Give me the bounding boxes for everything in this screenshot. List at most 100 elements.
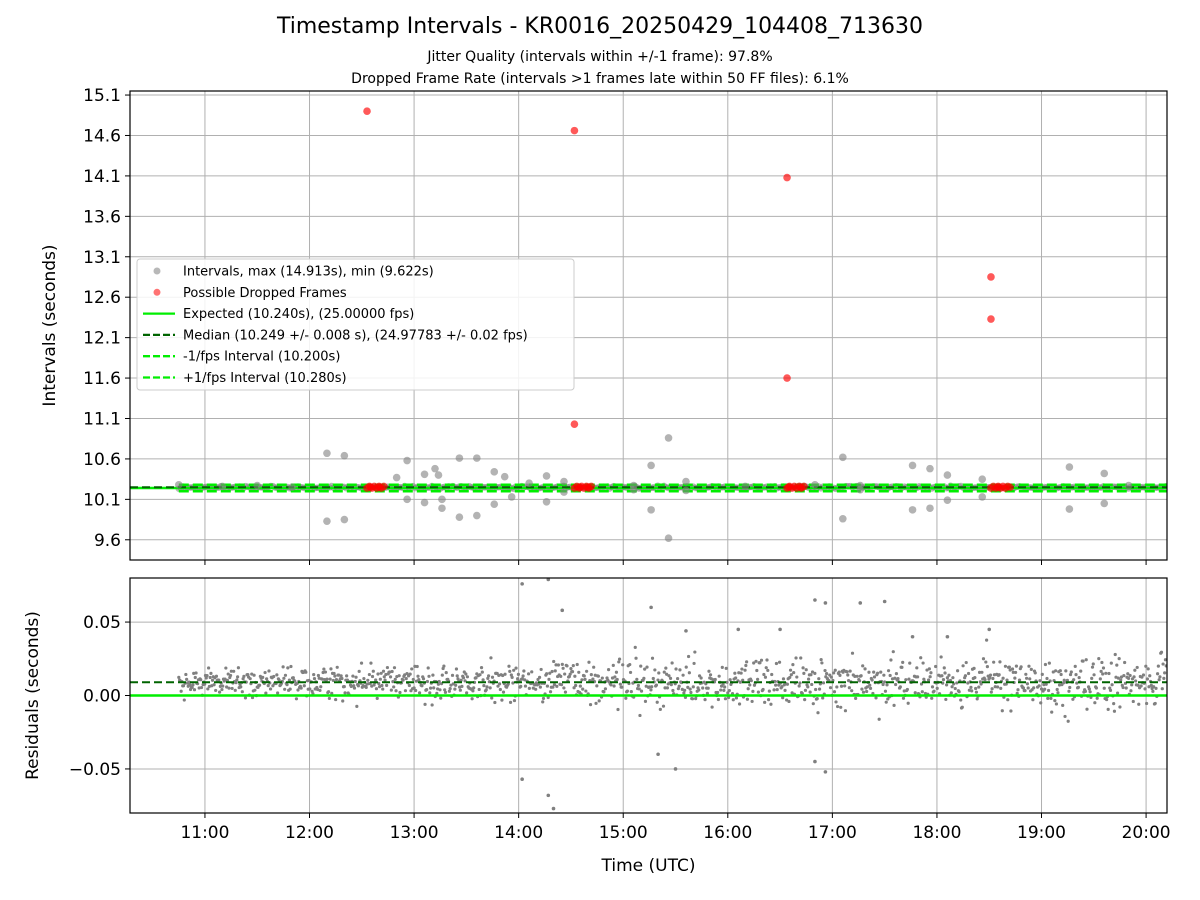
residual-point [587, 660, 591, 664]
residual-point [761, 687, 765, 692]
residual-point [1099, 669, 1103, 673]
residual-point [1055, 687, 1059, 692]
residual-point [359, 661, 364, 665]
residual-point [209, 671, 213, 675]
residual-point [780, 685, 784, 689]
y-tick-label: 11.6 [83, 369, 121, 389]
residual-point [1063, 714, 1067, 719]
x-axis-label: Time (UTC) [601, 856, 696, 876]
residual-point [234, 681, 238, 685]
residual-point [1064, 669, 1068, 673]
residual-point [706, 686, 710, 690]
residual-point [617, 660, 621, 664]
residual-point [1112, 702, 1116, 706]
residual-point [644, 684, 648, 688]
residual-point [1031, 698, 1035, 702]
residual-point [420, 684, 424, 688]
residual-point [966, 671, 971, 676]
residual-point [939, 655, 943, 659]
legend-label: +1/fps Interval (10.280s) [183, 371, 347, 386]
residual-point [941, 678, 946, 682]
residual-point [1144, 664, 1148, 668]
residual-point [464, 672, 468, 676]
residual-point [1017, 678, 1022, 682]
residual-point [286, 666, 290, 670]
interval-point [438, 504, 446, 513]
residual-point [867, 670, 871, 674]
residual-point [795, 675, 799, 679]
residual-point [872, 670, 876, 674]
residual-point [560, 608, 565, 613]
residual-point [1122, 674, 1126, 678]
residual-point [212, 683, 216, 687]
residual-point [915, 675, 920, 679]
residual-point [560, 662, 564, 666]
residual-point [955, 669, 960, 673]
residual-point [705, 691, 710, 695]
dropped-frame-point [987, 273, 995, 281]
residual-point [811, 702, 815, 706]
residual-point [508, 700, 513, 704]
residual-point [643, 667, 647, 671]
residual-point [1079, 669, 1083, 673]
interval-point [1100, 499, 1109, 508]
y-tick-label: 15.1 [83, 86, 121, 106]
dropped-frame-point [380, 482, 388, 491]
residual-point [378, 677, 382, 681]
residual-point [678, 668, 682, 672]
residual-point [261, 675, 265, 679]
dropped-frame-point [783, 173, 791, 182]
residual-point [882, 673, 886, 677]
residual-point [1016, 688, 1020, 692]
residual-point [985, 638, 989, 642]
residual-point [1121, 685, 1125, 690]
residual-point [1056, 691, 1060, 695]
residual-point [334, 677, 339, 682]
residual-point [649, 605, 653, 610]
residual-point [738, 680, 742, 684]
residual-point [618, 682, 622, 686]
residual-point [570, 670, 575, 674]
residual-point [766, 698, 771, 702]
residual-point [1163, 658, 1167, 662]
residual-point [556, 663, 560, 667]
residual-point [823, 601, 828, 605]
residual-point [655, 700, 659, 704]
y-tick-label: 10.6 [83, 450, 121, 470]
residual-point [477, 687, 481, 692]
residual-point [835, 685, 839, 689]
residual-point [458, 688, 462, 692]
residual-point [1009, 709, 1013, 713]
residual-point [574, 683, 578, 688]
residual-point [484, 688, 488, 692]
interval-point [455, 513, 464, 521]
residual-point [1100, 660, 1104, 665]
residual-point [734, 696, 739, 700]
residual-point [617, 657, 622, 661]
residual-point [545, 684, 550, 688]
residual-point [676, 687, 680, 691]
residual-point [766, 668, 770, 673]
residual-point [563, 672, 567, 676]
residual-point [416, 674, 420, 678]
residual-point [397, 674, 401, 678]
residual-point [837, 670, 841, 674]
residual-point [860, 687, 864, 691]
residual-point [546, 793, 551, 798]
residual-point [603, 687, 608, 691]
residual-point [853, 674, 857, 679]
residual-point [673, 767, 678, 771]
interval-point [340, 515, 349, 524]
residual-point [413, 664, 417, 668]
residual-point [633, 645, 637, 649]
residual-point [527, 686, 531, 691]
residual-point [721, 682, 725, 686]
interval-point [473, 454, 481, 462]
interval-point [490, 468, 499, 476]
residual-point [572, 686, 576, 690]
residual-point [919, 656, 923, 660]
residual-point [969, 685, 973, 689]
residual-point [1075, 681, 1079, 685]
residual-point [293, 679, 297, 683]
residual-point [1066, 719, 1070, 723]
